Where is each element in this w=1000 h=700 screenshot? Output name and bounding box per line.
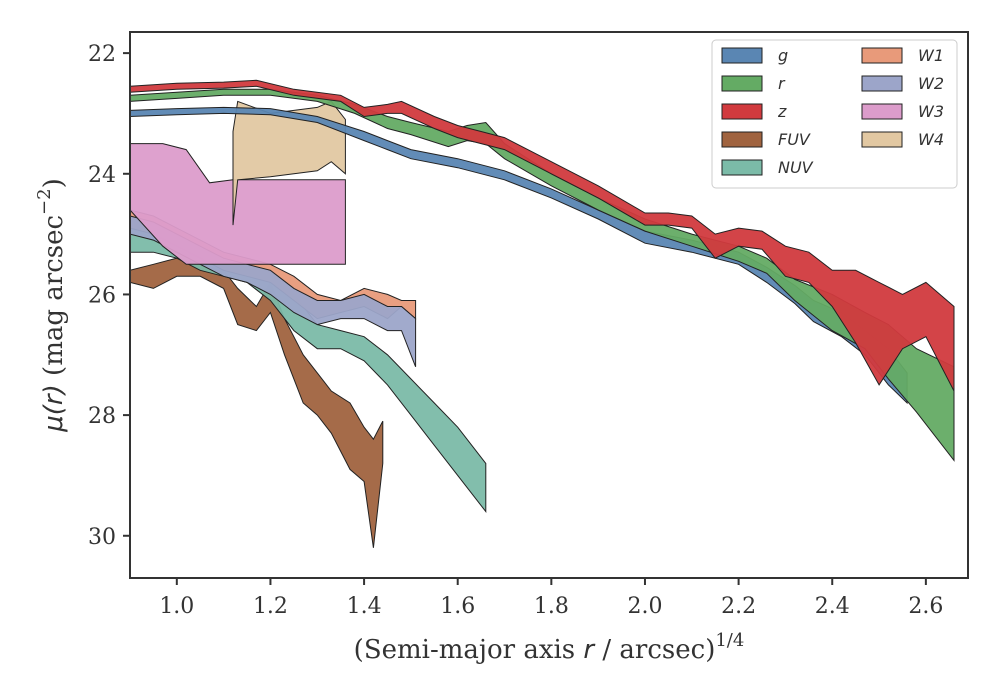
x-tick-label: 1.2 bbox=[253, 594, 288, 619]
legend-swatch-r bbox=[721, 75, 763, 92]
legend-label-w4: W4 bbox=[918, 130, 944, 149]
x-tick-label: 1.4 bbox=[347, 594, 382, 619]
y-tick-label: 30 bbox=[88, 525, 116, 550]
x-tick-label: 1.8 bbox=[534, 594, 569, 619]
legend-swatch-w3 bbox=[861, 103, 903, 120]
y-tick-label: 28 bbox=[88, 404, 116, 429]
band-g bbox=[130, 106, 908, 405]
legend-swatch-fuv bbox=[721, 131, 763, 148]
legend-label-w1: W1 bbox=[918, 46, 944, 65]
legend-label-g: g bbox=[778, 46, 788, 65]
legend-swatch-w1 bbox=[861, 47, 903, 64]
legend-swatch-z bbox=[721, 103, 763, 120]
x-axis-label: (Semi-major axis r / arcsec)1/4 bbox=[354, 630, 745, 665]
x-axis: 1.0 1.2 1.4 1.6 1.8 2.0 2.2 2.4 2.6 bbox=[159, 578, 943, 619]
legend-label-w2: W2 bbox=[918, 74, 944, 93]
y-tick-label: 22 bbox=[88, 42, 116, 67]
legend-swatch-w4 bbox=[861, 131, 903, 148]
band-fuv bbox=[130, 257, 384, 548]
x-tick-label: 1.0 bbox=[159, 594, 194, 619]
y-tick-label: 24 bbox=[88, 163, 116, 188]
legend-label-fuv: FUV bbox=[778, 130, 811, 149]
legend-label-nuv: NUV bbox=[778, 158, 814, 177]
band-w3 bbox=[130, 143, 346, 265]
x-tick-label: 2.6 bbox=[908, 594, 943, 619]
legend-label-w3: W3 bbox=[918, 102, 944, 121]
plot-frame bbox=[129, 31, 969, 579]
legend-swatch-w2 bbox=[861, 75, 903, 92]
bands-layer bbox=[130, 79, 955, 548]
legend-swatch-nuv bbox=[721, 159, 763, 176]
legend: grz FUV NUV W1 W2 W3 W4 bbox=[711, 39, 958, 189]
y-axis: 22 24 26 28 30 bbox=[88, 42, 130, 550]
y-tick-label: 26 bbox=[88, 283, 116, 308]
legend-swatch-g bbox=[721, 47, 763, 64]
x-tick-label: 1.6 bbox=[440, 594, 475, 619]
x-tick-label: 2.2 bbox=[721, 594, 756, 619]
legend-label-z: z bbox=[777, 102, 787, 121]
y-axis-label: μ(r) (mag arcsec−2) bbox=[34, 178, 69, 433]
x-tick-label: 2.0 bbox=[627, 594, 662, 619]
band-z bbox=[130, 79, 955, 392]
x-tick-label: 2.4 bbox=[815, 594, 850, 619]
legend-label-r: r bbox=[778, 74, 786, 93]
